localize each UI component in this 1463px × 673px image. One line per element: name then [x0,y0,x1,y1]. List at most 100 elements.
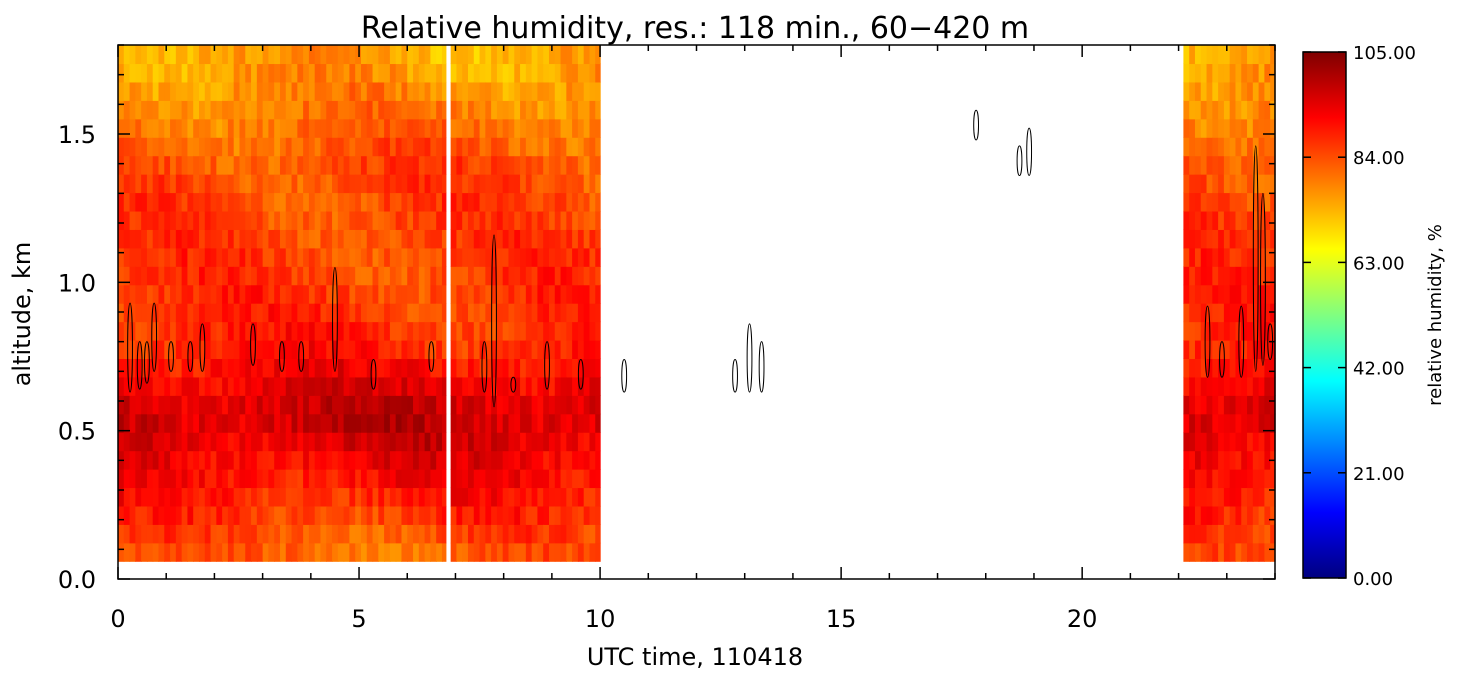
heatmap-cell [1247,524,1254,544]
heatmap-cell [187,192,194,212]
heatmap-cell [146,266,154,286]
heatmap-cell [418,174,426,194]
x-tick-labels: 0 5 10 15 20 [110,605,1097,633]
heatmap-cell [583,284,591,304]
heatmap-cell [508,376,515,396]
heatmap-cell [210,137,217,157]
heatmap-cell [118,229,125,249]
heatmap-cell [245,376,252,396]
heatmap-cell [239,192,246,212]
heatmap-cell [268,524,275,544]
heatmap-cell [216,118,223,138]
heatmap-cell [372,192,379,212]
heatmap-cell [1223,358,1231,378]
heatmap-cell [314,487,322,507]
heatmap-cell [158,192,165,212]
heatmap-cell [502,266,510,286]
heatmap-cell [129,395,136,415]
heatmap-cell [430,303,437,323]
heatmap-cell [187,174,194,194]
heatmap-cell [389,266,397,286]
heatmap-cell [389,45,397,65]
heatmap-cell [210,505,217,525]
heatmap-cell [152,45,160,65]
heatmap-cell [158,321,165,341]
heatmap-cell [583,192,591,212]
heatmap-cell [314,192,322,212]
heatmap-cell [1241,395,1248,415]
heatmap-cell [456,432,463,452]
heatmap-cell [413,413,420,433]
heatmap-cell [349,63,356,83]
heatmap-cell [1189,155,1196,175]
heatmap-cell [372,469,379,489]
heatmap-cell [123,376,131,396]
heatmap-cell [583,321,591,341]
heatmap-cell [326,339,333,360]
heatmap-cell [164,376,171,396]
heatmap-cell [1247,303,1254,323]
heatmap-cell [1206,63,1213,83]
heatmap-cell [251,469,258,489]
heatmap-cell [320,542,327,562]
heatmap-cell [360,63,368,83]
heatmap-cell [256,505,264,525]
heatmap-cell [424,542,431,562]
heatmap-cell [378,321,385,341]
heatmap-cell [204,450,212,470]
heatmap-cell [303,81,310,101]
heatmap-cell [204,81,212,101]
heatmap-cell [1189,432,1196,452]
heatmap-cell [297,155,304,175]
heatmap-cell [152,413,160,433]
heatmap-cell [372,63,379,83]
heatmap-cell [372,321,379,341]
heatmap-cell [366,524,374,544]
heatmap-cell [251,63,258,83]
heatmap-cell [1264,266,1271,286]
heatmap-cell [314,450,322,470]
heatmap-cell [181,469,189,489]
heatmap-cell [473,395,481,415]
heatmap-cell [543,524,550,544]
heatmap-cell [314,284,322,304]
heatmap-cell [508,303,515,323]
heatmap-cell [430,266,437,286]
heatmap-cell [297,63,304,83]
heatmap-cell [520,505,527,525]
heatmap-cell [198,321,206,341]
cloud-contour [732,358,738,393]
heatmap-cell [548,339,556,360]
heatmap-cell [485,284,492,304]
heatmap-cell [450,487,458,507]
heatmap-cell [418,450,426,470]
heatmap-cell [337,100,345,120]
heatmap-cell [456,63,463,83]
heatmap-cell [337,118,345,138]
heatmap-cell [508,395,515,415]
heatmap-cell [1247,432,1254,452]
heatmap-cell [479,192,486,212]
heatmap-cell [164,229,171,249]
heatmap-cell [491,469,498,489]
heatmap-cell [303,247,310,267]
heatmap-cell [366,432,374,452]
heatmap-cell [1212,469,1219,489]
heatmap-cell [525,450,533,470]
heatmap-cell [1229,432,1237,452]
heatmap-cell [372,284,379,304]
heatmap-cell [531,118,539,138]
heatmap-cell [129,63,136,83]
heatmap-cell [1206,155,1213,175]
heatmap-cell [320,118,327,138]
heatmap-cell [595,118,601,138]
heatmap-cell [210,81,217,101]
heatmap-cell [343,505,351,525]
heatmap-cell [233,137,241,157]
heatmap-cell [401,100,408,120]
heatmap-cell [1206,376,1213,396]
heatmap-cell [1183,63,1190,83]
heatmap-cell [491,524,498,544]
heatmap-cell [531,45,539,65]
heatmap-cell [204,192,212,212]
